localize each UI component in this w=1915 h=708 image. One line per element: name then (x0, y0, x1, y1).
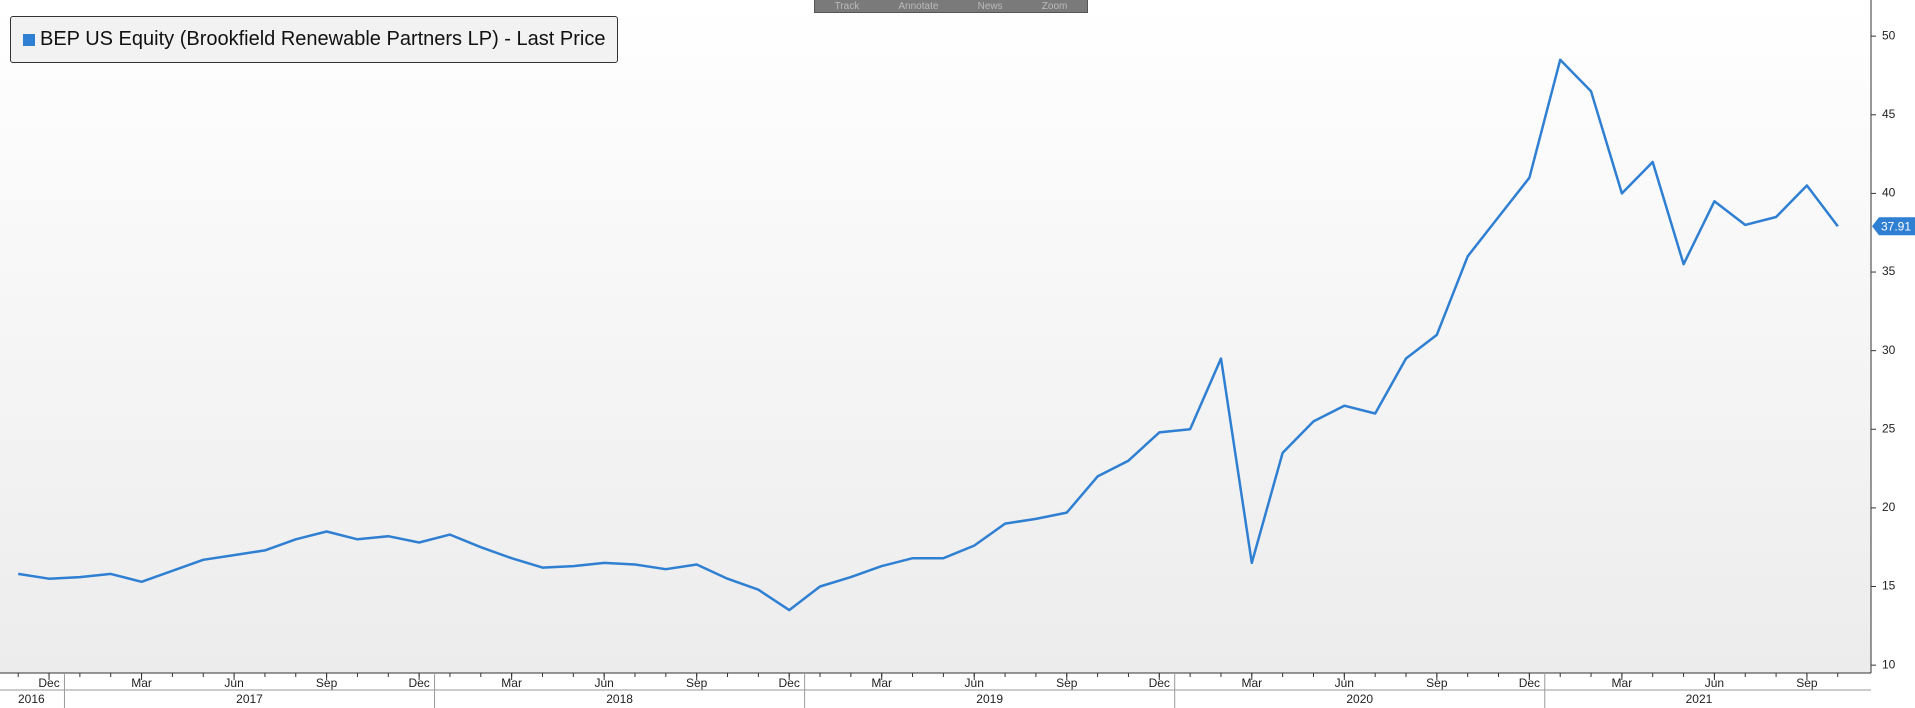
x-tick-label: Jun (1705, 676, 1724, 690)
x-tick-label: Mar (131, 676, 152, 690)
last-price-label: 37.91 (1881, 219, 1911, 233)
year-label: 2018 (606, 692, 633, 706)
toolbar: Track Annotate News Zoom (814, 0, 1088, 13)
y-tick-label: 25 (1882, 421, 1896, 435)
x-tick-label: Sep (1056, 676, 1078, 690)
x-tick-label: Jun (965, 676, 984, 690)
x-tick-label: Jun (224, 676, 243, 690)
x-tick-label: Dec (408, 676, 429, 690)
x-tick-label: Dec (779, 676, 800, 690)
year-label: 2016 (18, 692, 45, 706)
y-tick-label: 30 (1882, 343, 1896, 357)
toolbar-button[interactable]: Track (834, 0, 860, 12)
y-tick-label: 20 (1882, 500, 1896, 514)
y-tick-label: 50 (1882, 28, 1896, 42)
y-tick-label: 40 (1882, 186, 1896, 200)
y-tick-label: 35 (1882, 264, 1896, 278)
year-label: 2021 (1686, 692, 1713, 706)
y-tick-label: 15 (1882, 579, 1896, 593)
x-tick-label: Sep (316, 676, 338, 690)
y-tick-label: 45 (1882, 107, 1896, 121)
x-tick-label: Sep (1426, 676, 1448, 690)
year-label: 2019 (976, 692, 1003, 706)
price-line (18, 58, 1839, 612)
plot-background (0, 0, 1871, 673)
x-tick-label: Dec (1519, 676, 1540, 690)
x-tick-label: Mar (1612, 676, 1633, 690)
toolbar-button[interactable]: Zoom (1041, 0, 1068, 12)
legend: BEP US Equity (Brookfield Renewable Part… (10, 16, 619, 63)
x-tick-label: Sep (1796, 676, 1818, 690)
legend-label: BEP US Equity (Brookfield Renewable Part… (40, 28, 606, 50)
x-tick-label: Dec (1149, 676, 1170, 690)
x-tick-label: Mar (871, 676, 892, 690)
x-tick-label: Jun (1335, 676, 1354, 690)
legend-swatch (23, 33, 35, 46)
toolbar-button[interactable]: News (977, 0, 1003, 12)
y-tick-label: 10 (1882, 657, 1896, 671)
x-tick-label: Dec (38, 676, 59, 690)
x-tick-label: Jun (594, 676, 613, 690)
x-tick-label: Mar (1241, 676, 1262, 690)
toolbar-button[interactable]: Annotate (898, 0, 939, 12)
last-price-tag (1872, 217, 1915, 236)
x-tick-label: Mar (501, 676, 522, 690)
year-label: 2017 (236, 692, 263, 706)
x-tick-label: Sep (686, 676, 708, 690)
year-label: 2020 (1346, 692, 1373, 706)
